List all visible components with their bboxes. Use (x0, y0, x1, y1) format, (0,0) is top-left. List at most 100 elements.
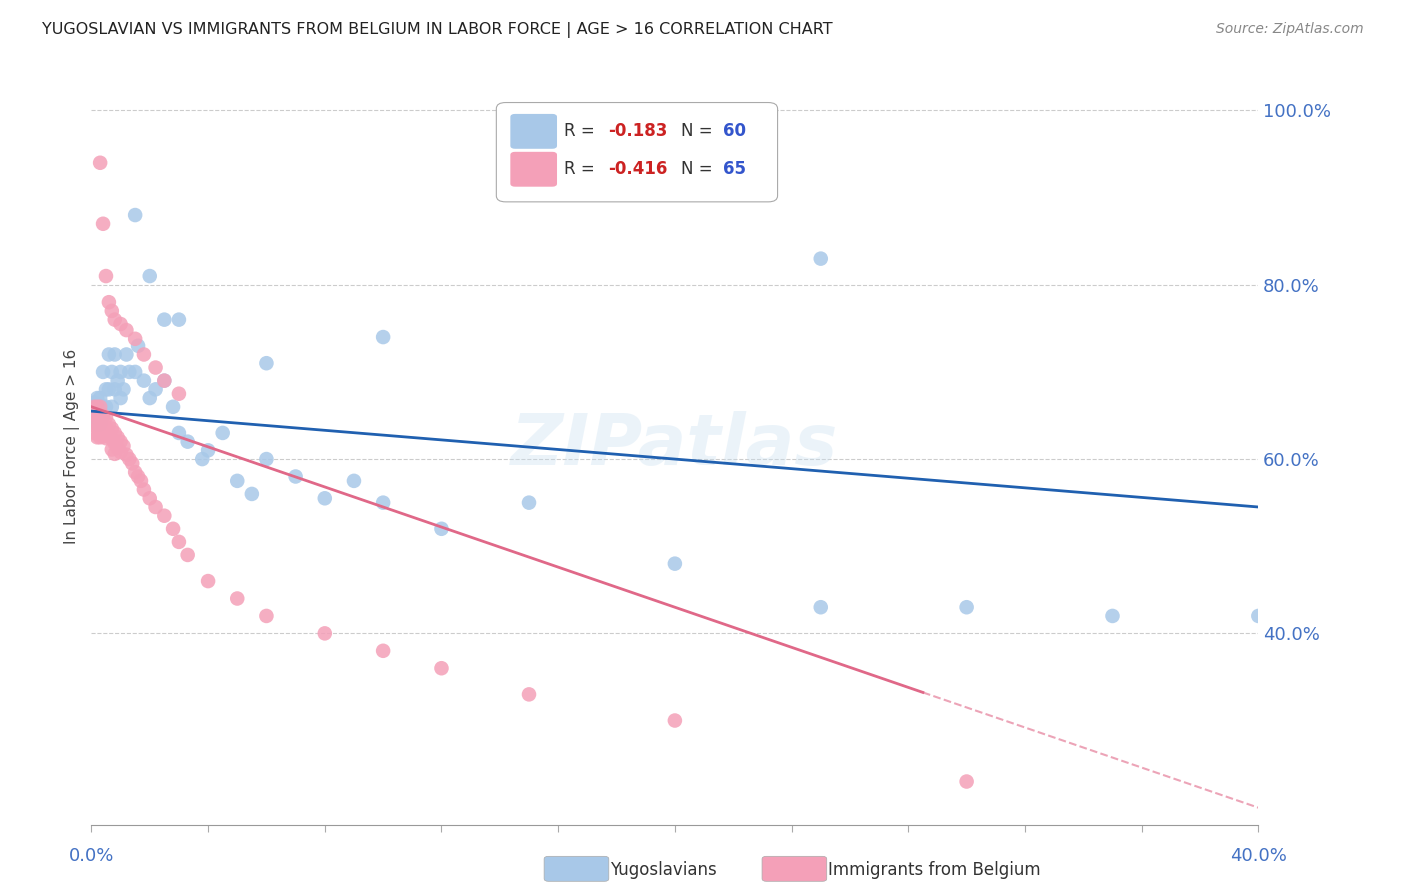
Point (89, 400, 111, 414)
Point (153, 312, 176, 326)
Point (83, 404, 105, 418)
Point (167, 534, 190, 549)
Point (112, 439, 135, 453)
Point (162, 400, 184, 414)
Point (810, 252, 832, 266)
Text: ZIPatlas: ZIPatlas (512, 411, 838, 481)
Point (86, 417, 108, 432)
Point (91, 419, 114, 434)
Point (94, 400, 117, 414)
Point (129, 474, 152, 488)
Point (97, 347, 120, 361)
Point (371, 330, 394, 344)
Point (254, 609, 277, 624)
Point (91, 400, 114, 414)
Point (314, 626, 336, 640)
Text: 40.0%: 40.0% (1230, 847, 1286, 865)
Point (371, 644, 394, 658)
Point (124, 465, 146, 479)
Point (314, 491, 336, 506)
Point (121, 457, 143, 471)
Point (89, 409, 111, 423)
Point (86, 400, 108, 414)
Text: R =: R = (564, 122, 600, 140)
Point (153, 374, 176, 388)
Point (83, 395, 105, 409)
Point (167, 312, 190, 326)
Point (86, 409, 108, 423)
Point (115, 347, 138, 361)
Point (104, 436, 127, 450)
Text: -0.416: -0.416 (609, 161, 668, 178)
Point (101, 442, 124, 457)
FancyBboxPatch shape (510, 152, 557, 186)
Point (107, 430, 129, 444)
Point (132, 374, 155, 388)
Point (176, 434, 198, 449)
Point (94, 431, 117, 445)
Point (94, 410, 117, 425)
Point (89, 400, 111, 414)
FancyBboxPatch shape (510, 114, 557, 149)
Point (132, 483, 155, 497)
Y-axis label: In Labor Force | Age > 16: In Labor Force | Age > 16 (65, 349, 80, 543)
Point (89, 420, 111, 434)
Point (101, 400, 124, 414)
Point (138, 491, 162, 506)
Point (138, 391, 162, 405)
Point (211, 425, 233, 440)
Point (343, 474, 366, 488)
Point (97, 295, 120, 310)
Point (101, 432, 124, 446)
Point (118, 452, 141, 467)
Point (138, 268, 162, 283)
Text: YUGOSLAVIAN VS IMMIGRANTS FROM BELGIUM IN LABOR FORCE | AGE > 16 CORRELATION CHA: YUGOSLAVIAN VS IMMIGRANTS FROM BELGIUM I… (42, 22, 832, 38)
Text: 60: 60 (723, 122, 745, 140)
Point (664, 557, 686, 571)
Point (94, 420, 117, 434)
Point (91, 409, 114, 423)
Point (94, 382, 117, 396)
Point (127, 339, 149, 353)
Point (110, 317, 132, 331)
Point (153, 508, 176, 523)
Point (197, 443, 219, 458)
Point (91, 365, 114, 379)
FancyBboxPatch shape (496, 103, 778, 202)
Point (240, 487, 263, 501)
Text: Immigrants from Belgium: Immigrants from Belgium (828, 861, 1040, 879)
Point (430, 522, 453, 536)
Point (118, 365, 141, 379)
Point (810, 600, 832, 615)
Point (86, 391, 108, 405)
Point (83, 400, 105, 414)
Point (956, 774, 979, 789)
Point (167, 425, 190, 440)
Point (97, 427, 120, 442)
Point (83, 413, 105, 427)
Text: N =: N = (681, 161, 717, 178)
Point (176, 548, 198, 562)
Point (104, 425, 127, 440)
Point (104, 312, 127, 326)
Text: 65: 65 (723, 161, 745, 178)
Point (110, 391, 132, 405)
Point (97, 382, 120, 396)
Point (86, 420, 108, 434)
Point (91, 429, 114, 443)
Point (86, 400, 108, 414)
Point (101, 304, 124, 318)
Point (104, 347, 127, 361)
Point (110, 445, 132, 459)
Point (124, 332, 146, 346)
Text: N =: N = (681, 122, 717, 140)
Point (91, 409, 114, 423)
Point (101, 421, 124, 435)
Point (89, 417, 111, 432)
Point (197, 574, 219, 588)
Point (145, 382, 167, 396)
Point (191, 452, 214, 467)
Point (112, 382, 135, 396)
Text: Yugoslavians: Yugoslavians (610, 861, 717, 879)
Point (94, 268, 117, 283)
